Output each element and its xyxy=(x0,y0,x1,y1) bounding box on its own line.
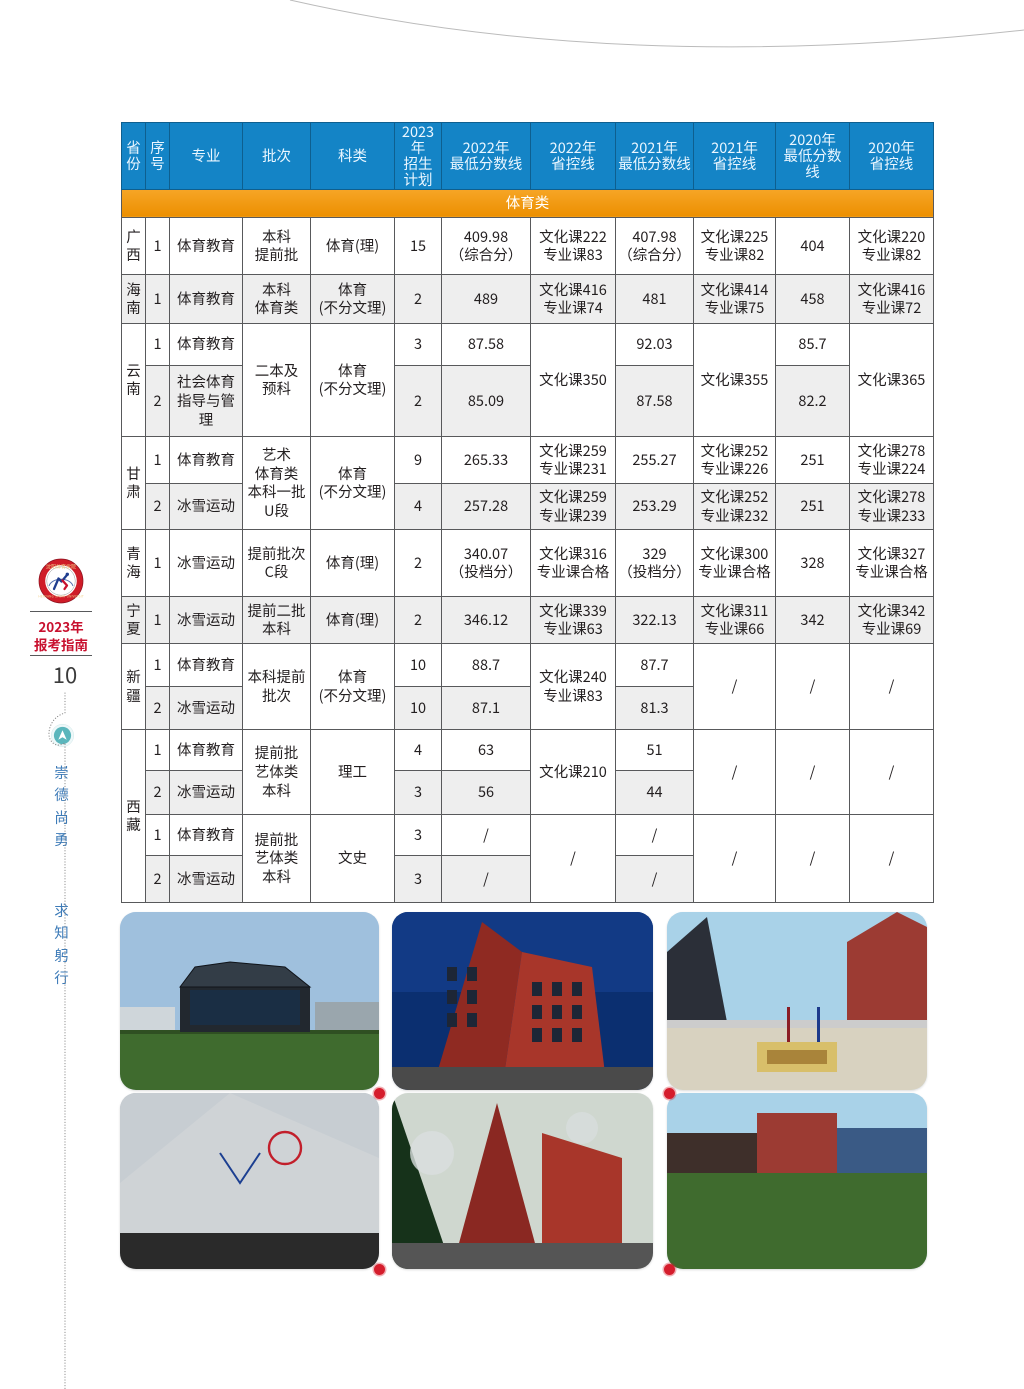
svg-text:SHENYANG SPORT UNIVERSITY: SHENYANG SPORT UNIVERSITY xyxy=(38,594,84,599)
svg-text:沈阳体育学院: 沈阳体育学院 xyxy=(46,564,76,571)
